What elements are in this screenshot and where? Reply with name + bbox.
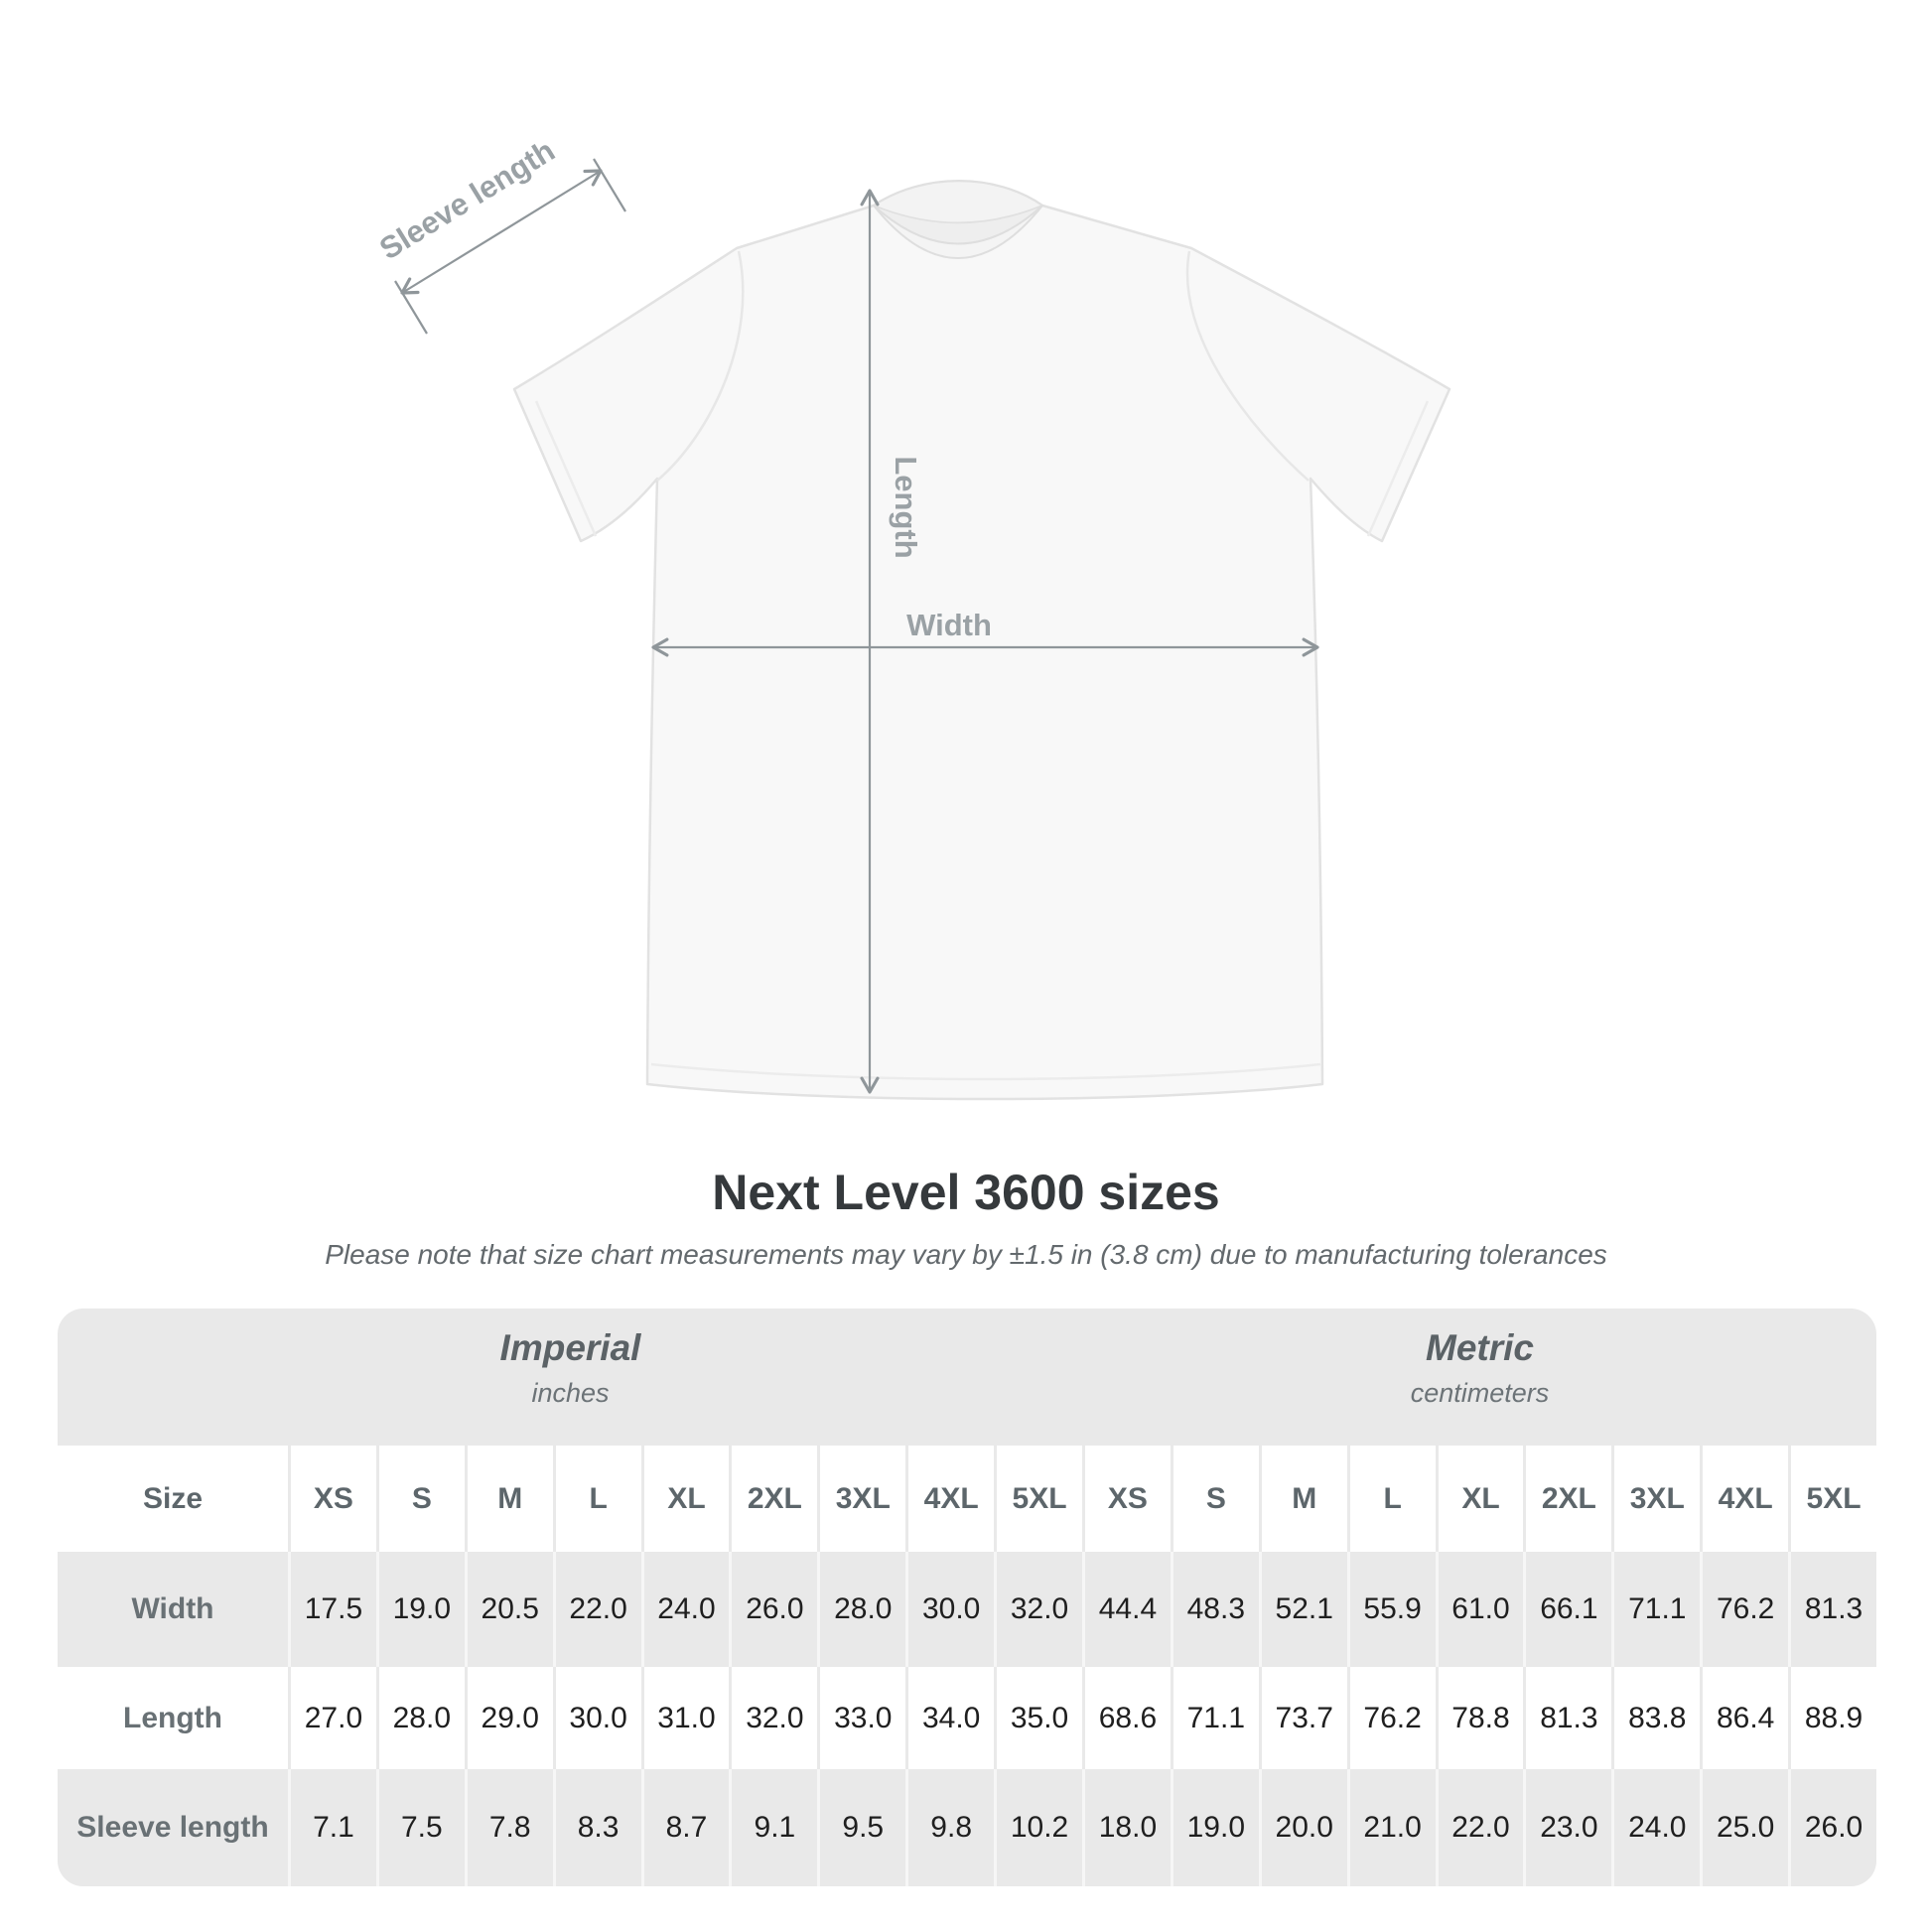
- measurement-value: 48.3: [1173, 1552, 1259, 1667]
- measurement-value: 88.9: [1791, 1667, 1876, 1769]
- measurement-value: 21.0: [1349, 1769, 1436, 1886]
- size-column-header: 5XL: [1791, 1446, 1876, 1552]
- measurement-value: 78.8: [1438, 1667, 1524, 1769]
- size-column-header: 4XL: [1703, 1446, 1789, 1552]
- unit-group-metric: Metric centimeters: [1083, 1309, 1876, 1446]
- sleeve-length-arrow: [394, 158, 626, 335]
- size-column-header: 2XL: [1526, 1446, 1612, 1552]
- metric-label: Metric: [1426, 1327, 1534, 1368]
- size-column-header: XL: [1438, 1446, 1524, 1552]
- row-label-width: Width: [58, 1552, 288, 1667]
- measurement-value: 26.0: [1791, 1769, 1876, 1886]
- measurement-value: 22.0: [555, 1552, 641, 1667]
- page-title: Next Level 3600 sizes: [712, 1165, 1220, 1220]
- measurement-value: 9.1: [732, 1769, 818, 1886]
- measurement-value: 61.0: [1438, 1552, 1524, 1667]
- measurement-value: 18.0: [1084, 1769, 1171, 1886]
- measurement-value: 24.0: [1614, 1769, 1701, 1886]
- measurement-value: 34.0: [908, 1667, 995, 1769]
- measurement-value: 7.8: [467, 1769, 553, 1886]
- measurement-value: 20.0: [1261, 1769, 1347, 1886]
- measurement-value: 55.9: [1349, 1552, 1436, 1667]
- row-label-length: Length: [58, 1667, 288, 1769]
- measurement-value: 22.0: [1438, 1769, 1524, 1886]
- measurement-value: 19.0: [1173, 1769, 1259, 1886]
- measurement-value: 52.1: [1261, 1552, 1347, 1667]
- measurement-value: 35.0: [997, 1667, 1082, 1769]
- size-column-header: 5XL: [997, 1446, 1082, 1552]
- size-column-header: S: [1173, 1446, 1259, 1552]
- measurement-value: 76.2: [1703, 1552, 1789, 1667]
- measurement-value: 81.3: [1791, 1552, 1876, 1667]
- size-column-header: 2XL: [732, 1446, 818, 1552]
- measurement-value: 10.2: [997, 1769, 1082, 1886]
- size-column-header: 4XL: [908, 1446, 995, 1552]
- table-data-row: Length 27.0 28.0 29.0 30.0 31.0 32.0 33.0 34.0 3…: [58, 1667, 1876, 1769]
- size-corner-header: Size: [58, 1446, 288, 1552]
- measurement-value: 30.0: [555, 1667, 641, 1769]
- measurement-value: 7.5: [378, 1769, 465, 1886]
- measurement-value: 8.3: [555, 1769, 641, 1886]
- imperial-label: Imperial: [499, 1327, 641, 1368]
- measurement-value: 29.0: [467, 1667, 553, 1769]
- size-column-header: 3XL: [820, 1446, 906, 1552]
- measurement-value: 76.2: [1349, 1667, 1436, 1769]
- table-data-row: Width 17.5 19.0 20.5 22.0 24.0 26.0 28.0 30.0 32…: [58, 1552, 1876, 1667]
- measurement-value: 20.5: [467, 1552, 553, 1667]
- measurement-value: 17.5: [291, 1552, 376, 1667]
- measurement-value: 9.8: [908, 1769, 995, 1886]
- measurement-value: 83.8: [1614, 1667, 1701, 1769]
- size-column-header: S: [378, 1446, 465, 1552]
- units-header-row: Imperial inches Metric centimeters: [58, 1309, 1876, 1446]
- size-column-header: XS: [291, 1446, 376, 1552]
- measurement-value: 81.3: [1526, 1667, 1612, 1769]
- measurement-value: 73.7: [1261, 1667, 1347, 1769]
- measurement-value: 33.0: [820, 1667, 906, 1769]
- measurement-value: 71.1: [1173, 1667, 1259, 1769]
- measurement-value: 7.1: [291, 1769, 376, 1886]
- measurement-value: 31.0: [643, 1667, 730, 1769]
- size-column-header: M: [467, 1446, 553, 1552]
- size-column-header: M: [1261, 1446, 1347, 1552]
- measurement-value: 66.1: [1526, 1552, 1612, 1667]
- measurement-value: 24.0: [643, 1552, 730, 1667]
- size-column-header: XL: [643, 1446, 730, 1552]
- width-dim-label: Width: [906, 608, 992, 642]
- measurement-value: 30.0: [908, 1552, 995, 1667]
- size-column-header: L: [555, 1446, 641, 1552]
- size-column-header: 3XL: [1614, 1446, 1701, 1552]
- measurement-value: 32.0: [732, 1667, 818, 1769]
- measurement-value: 8.7: [643, 1769, 730, 1886]
- unit-group-imperial: Imperial inches: [58, 1309, 1083, 1446]
- measurement-value: 86.4: [1703, 1667, 1789, 1769]
- sleeve-length-dim-label: Sleeve length: [373, 133, 561, 267]
- tshirt-diagram: Sleeve length Length Width: [373, 133, 1451, 1101]
- measurement-value: 44.4: [1084, 1552, 1171, 1667]
- measurement-value: 68.6: [1084, 1667, 1171, 1769]
- size-column-header: L: [1349, 1446, 1436, 1552]
- measurement-value: 26.0: [732, 1552, 818, 1667]
- size-table: Imperial inches Metric centimeters Size …: [58, 1309, 1876, 1886]
- measurement-value: 25.0: [1703, 1769, 1789, 1886]
- imperial-sublabel: inches: [531, 1377, 610, 1408]
- table-data-row: Sleeve length 7.1 7.5 7.8 8.3 8.7 9.1 9.5 9.8 10…: [58, 1769, 1876, 1886]
- size-column-header: XS: [1084, 1446, 1171, 1552]
- metric-sublabel: centimeters: [1410, 1377, 1550, 1408]
- measurement-value: 9.5: [820, 1769, 906, 1886]
- measurement-value: 27.0: [291, 1667, 376, 1769]
- page-subtitle: Please note that size chart measurements…: [325, 1239, 1607, 1270]
- table-header-row: Size XS S M L XL 2XL 3XL 4XL 5XL XS S M L XL 2XL 3XL 4XL…: [58, 1446, 1876, 1552]
- length-dim-label: Length: [889, 456, 923, 558]
- row-label-sleeve-length: Sleeve length: [58, 1769, 288, 1886]
- measurement-value: 23.0: [1526, 1769, 1612, 1886]
- measurement-value: 32.0: [997, 1552, 1082, 1667]
- measurement-value: 71.1: [1614, 1552, 1701, 1667]
- measurement-value: 19.0: [378, 1552, 465, 1667]
- measurement-value: 28.0: [378, 1667, 465, 1769]
- measurement-value: 28.0: [820, 1552, 906, 1667]
